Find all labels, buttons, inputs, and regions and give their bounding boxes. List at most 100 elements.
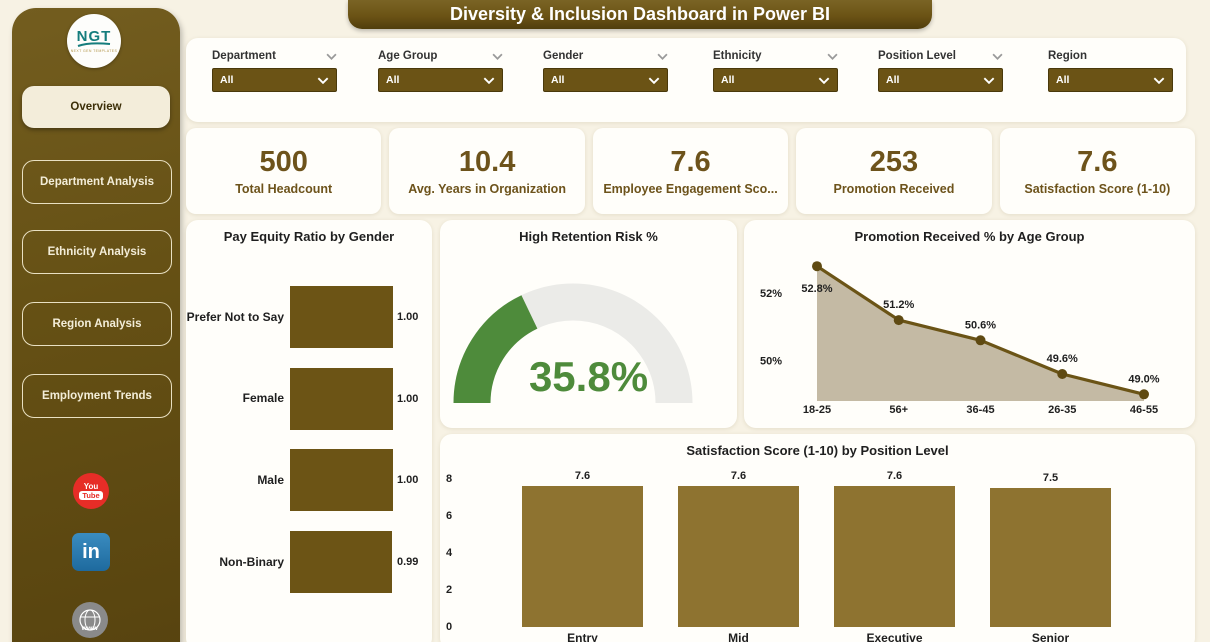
- kpi-label: Total Headcount: [235, 182, 333, 196]
- data-label: 1.00: [397, 311, 419, 323]
- youtube-icon[interactable]: You Tube: [73, 473, 109, 509]
- slicer-dropdown-position-level[interactable]: All: [878, 68, 1003, 92]
- category-label: Entry: [567, 631, 598, 642]
- pay-equity-row-prefer-not-to-say: Prefer Not to Say 1.00: [186, 286, 432, 348]
- pay-equity-bar[interactable]: [290, 449, 393, 512]
- slicer-region: Region All: [1048, 48, 1173, 92]
- category-label: Mid: [728, 631, 749, 642]
- chevron-down-icon: [648, 77, 660, 84]
- slicer-label: Ethnicity: [713, 50, 762, 62]
- satisfaction-bar-entry[interactable]: [522, 486, 643, 627]
- y-axis-tick: 4: [446, 547, 453, 559]
- satisfaction-bar-executive[interactable]: [834, 486, 955, 627]
- svg-text:49.6%: 49.6%: [1047, 353, 1078, 365]
- pay-equity-row-male: Male 1.00: [186, 449, 432, 512]
- data-label: 7.5: [1042, 472, 1059, 485]
- sidebar-item-region-analysis[interactable]: Region Analysis: [22, 302, 172, 346]
- data-label: 1.00: [397, 474, 419, 487]
- pay-equity-bar[interactable]: [290, 531, 392, 594]
- category-label: Non-Binary: [219, 554, 284, 569]
- globe-glyph: [79, 609, 101, 631]
- logo-swoosh-icon: [77, 41, 111, 47]
- slicer-department: Department All: [212, 48, 337, 92]
- slicer-value: All: [386, 74, 400, 86]
- chevron-down-icon: [1153, 77, 1165, 84]
- slicer-label: Region: [1048, 50, 1087, 62]
- svg-text:52.8%: 52.8%: [801, 283, 832, 295]
- y-axis-tick: 2: [446, 584, 453, 596]
- kpi-label: Avg. Years in Organization: [408, 182, 566, 196]
- promotion-line-chart: Promotion Received % by Age Group 52.8% 1…: [744, 220, 1195, 428]
- kpi-label: Satisfaction Score (1-10): [1024, 182, 1171, 196]
- chevron-down-icon: [483, 77, 495, 84]
- promotion-line-plot: 52.8% 18-25 51.2% 56+ 50.6% 36-45 49.6% 26-35 49…: [760, 261, 1160, 416]
- y-axis-tick: 6: [446, 510, 453, 522]
- kpi-value: 253: [869, 146, 919, 178]
- svg-text:46-55: 46-55: [1130, 404, 1158, 416]
- slicer-position-level: Position Level All: [878, 48, 1003, 92]
- data-label: 7.6: [574, 470, 591, 483]
- chevron-down-icon: [992, 53, 1003, 60]
- chart-title: Pay Equity Ratio by Gender: [223, 229, 395, 244]
- kpi-value: 10.4: [458, 146, 516, 178]
- sidebar: NGT NEXT GEN TEMPLATES Overview Departmen…: [12, 8, 180, 642]
- slicer-header: Position Level: [878, 48, 1003, 64]
- website-globe-icon[interactable]: www: [72, 602, 108, 638]
- svg-text:18-25: 18-25: [803, 404, 831, 416]
- pay-equity-row-female: Female 1.00: [186, 367, 432, 430]
- sidebar-item-department-analysis[interactable]: Department Analysis: [22, 160, 172, 204]
- dashboard-title: Diversity & Inclusion Dashboard in Power…: [348, 0, 932, 29]
- chevron-down-icon: [983, 77, 995, 84]
- filter-bar: Department All Age Group All Gender All Ethnic…: [186, 38, 1186, 122]
- chevron-down-icon: [818, 77, 830, 84]
- kpi-label: Promotion Received: [833, 182, 955, 196]
- slicer-header: Ethnicity: [713, 48, 838, 64]
- slicer-value: All: [220, 74, 234, 86]
- kpi-row: 500 Total Headcount 10.4 Avg. Years in Orga…: [186, 128, 1196, 214]
- slicer-value: All: [551, 74, 565, 86]
- slicer-header: Age Group: [378, 48, 503, 64]
- kpi-value: 7.6: [670, 146, 711, 178]
- kpi-card-satisfaction-score-1-10: 7.6 Satisfaction Score (1-10): [999, 128, 1196, 214]
- pay-equity-bar[interactable]: [290, 286, 393, 348]
- slicer-gender: Gender All: [543, 48, 668, 92]
- kpi-card-employee-engagement-sco: 7.6 Employee Engagement Sco...: [592, 128, 789, 214]
- slicer-dropdown-age-group[interactable]: All: [378, 68, 503, 92]
- chevron-down-icon: [492, 53, 503, 60]
- slicer-value: All: [721, 74, 735, 86]
- slicer-label: Department: [212, 50, 276, 62]
- kpi-card-avg-years-in-organization: 10.4 Avg. Years in Organization: [389, 128, 585, 214]
- satisfaction-bar-mid[interactable]: [678, 486, 799, 627]
- slicer-dropdown-region[interactable]: All: [1048, 68, 1173, 92]
- slicer-age-group: Age Group All: [378, 48, 503, 92]
- sidebar-item-employment-trends[interactable]: Employment Trends: [22, 374, 172, 418]
- slicer-dropdown-department[interactable]: All: [212, 68, 337, 92]
- slicer-value: All: [886, 74, 900, 86]
- sidebar-item-ethnicity-analysis[interactable]: Ethnicity Analysis: [22, 230, 172, 274]
- svg-text:36-45: 36-45: [966, 404, 994, 416]
- data-label: 7.6: [730, 470, 747, 483]
- category-label: Senior: [1031, 631, 1070, 642]
- svg-text:51.2%: 51.2%: [883, 299, 914, 311]
- slicer-dropdown-gender[interactable]: All: [543, 68, 668, 92]
- slicer-header: Department: [212, 48, 337, 64]
- satisfaction-bar-senior[interactable]: [990, 488, 1111, 627]
- pay-equity-row-non-binary: Non-Binary 0.99: [186, 531, 432, 594]
- kpi-label: Employee Engagement Sco...: [603, 182, 778, 196]
- pay-equity-bar[interactable]: [290, 367, 393, 430]
- chevron-down-icon: [317, 77, 329, 84]
- linkedin-icon[interactable]: in: [72, 533, 110, 571]
- category-label: Prefer Not to Say: [186, 309, 284, 324]
- sidebar-item-overview[interactable]: Overview: [22, 86, 170, 128]
- slicer-dropdown-ethnicity[interactable]: All: [713, 68, 838, 92]
- chart-title: Satisfaction Score (1-10) by Position Le…: [686, 443, 949, 458]
- kpi-card-promotion-received: 253 Promotion Received: [796, 128, 992, 214]
- chart-title: High Retention Risk %: [519, 229, 658, 244]
- data-label: 0.99: [397, 556, 419, 569]
- slicer-ethnicity: Ethnicity All: [713, 48, 838, 92]
- kpi-card-total-headcount: 500 Total Headcount: [186, 128, 382, 214]
- satisfaction-bar-chart: Satisfaction Score (1-10) by Position Le…: [440, 434, 1195, 642]
- y-axis-tick: 8: [446, 473, 453, 485]
- category-label: Female: [242, 391, 284, 406]
